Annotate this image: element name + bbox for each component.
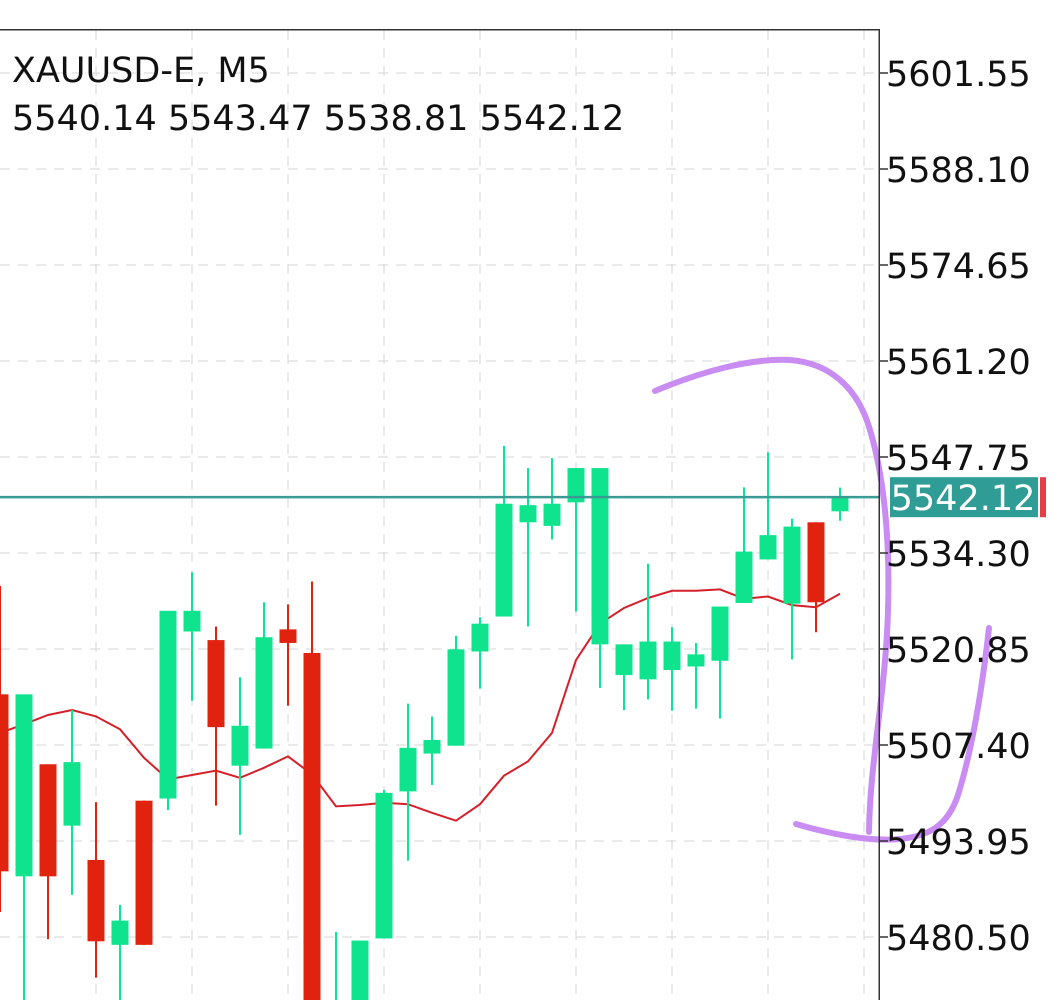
candle (0, 585, 9, 913)
moving-average-line (0, 588, 841, 822)
candle-body (447, 649, 465, 746)
y-tick-label: 5588.10 (886, 151, 1031, 191)
candle (663, 627, 681, 711)
current-price-tag-background (890, 477, 1038, 518)
candle-body (63, 762, 81, 826)
candle (567, 468, 585, 612)
annotation-hook-stroke (793, 625, 992, 843)
candle-body (231, 725, 249, 766)
candle-body (159, 610, 177, 799)
candle (111, 904, 129, 1000)
candle (335, 932, 337, 1000)
candle (87, 802, 105, 978)
price-axis: 5601.55 5588.10 5574.65 5561.20 5547.75 5534.… (880, 55, 1031, 959)
candle (447, 635, 465, 746)
grid (0, 30, 880, 1000)
candle (39, 764, 57, 940)
candle (591, 468, 609, 688)
candle-body (303, 652, 321, 1000)
y-tick-label: 5480.50 (886, 919, 1031, 959)
y-tick-label: 5534.30 (886, 535, 1031, 575)
candle (471, 617, 489, 689)
candle-body (255, 637, 273, 749)
candle (495, 445, 513, 617)
candle (783, 518, 801, 660)
candle-body (807, 522, 825, 603)
candle (15, 694, 33, 1000)
candle (279, 604, 297, 706)
candle-body (783, 526, 801, 604)
candle (687, 642, 705, 709)
y-tick-label: 5574.65 (886, 247, 1031, 287)
candle-body (15, 694, 33, 877)
candle (711, 606, 729, 719)
candle (519, 468, 537, 627)
candle (615, 644, 633, 711)
candle-body (711, 606, 729, 661)
candle-body (111, 920, 129, 945)
candle-body (399, 747, 417, 792)
candle-body (615, 644, 633, 676)
chart-title: XAUUSD-E, M5 (12, 51, 270, 91)
current-price-tag: 5542.12 (890, 477, 1046, 519)
candlesticks (0, 445, 849, 1000)
candle-body (351, 940, 369, 1000)
candle-body (591, 468, 609, 645)
candle-body (759, 535, 777, 560)
y-tick-label: 5520.85 (886, 631, 1031, 671)
candle-body (567, 468, 585, 503)
candle (423, 716, 441, 785)
candle (543, 458, 561, 540)
y-tick-label: 5493.95 (886, 823, 1031, 863)
plot-border-top (0, 29, 880, 31)
candle-body (495, 503, 513, 617)
candle-body (375, 792, 393, 939)
candle (135, 800, 153, 945)
candle (399, 703, 417, 861)
candle-body (543, 503, 561, 526)
plot-border-right (878, 29, 880, 1000)
candle (303, 581, 321, 1000)
candle (183, 572, 201, 701)
candle-body (687, 654, 705, 667)
y-tick-label: 5561.20 (886, 343, 1031, 383)
candle-body (39, 764, 57, 877)
candle-body (279, 629, 297, 643)
hand-drawn-annotation (652, 356, 992, 843)
candle-body (519, 505, 537, 523)
candle-body (639, 641, 657, 680)
candle (207, 626, 225, 806)
candle (255, 602, 273, 749)
annotation-arc-stroke (652, 356, 892, 835)
candle (759, 452, 777, 560)
y-tick-label: 5507.40 (886, 727, 1031, 767)
moving-average (0, 588, 841, 822)
chart-header: XAUUSD-E, M5 5540.14 5543.47 5538.81 554… (12, 51, 624, 139)
candle-body (735, 551, 753, 603)
current-price-tag-label: 5542.12 (891, 479, 1036, 519)
candle (159, 610, 177, 810)
candle-body (471, 623, 489, 652)
candle-body (135, 800, 153, 945)
current-price-tag-accent (1040, 477, 1046, 518)
candle (63, 710, 81, 895)
candle (831, 487, 849, 521)
candle-body (831, 497, 849, 512)
candle-body (663, 641, 681, 671)
candle (807, 522, 825, 633)
candle (735, 487, 753, 603)
candle-body (423, 740, 441, 754)
candle (639, 563, 657, 700)
ohlc-readout: 5540.14 5543.47 5538.81 5542.12 (12, 99, 624, 139)
candle (351, 940, 369, 1000)
y-tick-label: 5601.55 (886, 55, 1031, 95)
candle-body (0, 694, 9, 872)
candle-body (87, 859, 105, 942)
candle (375, 789, 393, 939)
candle-body (207, 640, 225, 728)
y-tick-label: 5547.75 (886, 439, 1031, 479)
candle-body (183, 610, 201, 632)
candle (231, 677, 249, 835)
